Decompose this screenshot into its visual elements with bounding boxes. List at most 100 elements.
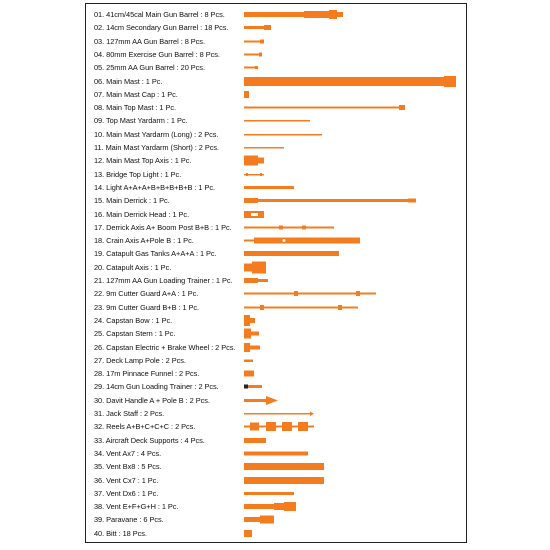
part-row: 29. 14cm Gun Loading Trainer : 2 Pcs. — [94, 380, 468, 393]
part-row: 01. 41cm/45cal Main Gun Barrel : 8 Pcs. — [94, 8, 468, 21]
part-label: 39. Paravane : 6 Pcs. — [94, 515, 164, 525]
part-label: 17. Derrick Axis A+ Boom Post B+B : 1 Pc… — [94, 222, 232, 232]
main-gun-barrel-drawing — [244, 10, 343, 19]
part-label: 16. Main Derrick Head : 1 Pc. — [94, 209, 190, 219]
catapult-axis-drawing — [244, 261, 266, 274]
capstan-bow-drawing — [244, 314, 255, 326]
part-label: 08. Main Top Mast : 1 Pc. — [94, 103, 177, 113]
cutter-guard-b-drawing — [244, 304, 358, 310]
part-row: 13. Bridge Top Light : 1 Pc. — [94, 168, 468, 181]
part-label: 22. 9m Cutter Guard A+A : 1 Pc. — [94, 289, 199, 299]
part-row: 37. Vent Dx6 : 1 Pc. — [94, 487, 468, 500]
yardarm-short-drawing — [244, 147, 284, 149]
part-label: 09. Top Mast Yardarm : 1 Pc. — [94, 116, 188, 126]
main-derrick-drawing — [244, 198, 416, 204]
part-row: 09. Top Mast Yardarm : 1 Pc. — [94, 114, 468, 127]
part-row: 23. 9m Cutter Guard B+B : 1 Pc. — [94, 301, 468, 314]
davit-handle-drawing — [244, 395, 278, 405]
main-mast-cap-drawing — [244, 90, 249, 98]
part-row: 02. 14cm Secondary Gun Barrel : 18 Pcs. — [94, 21, 468, 34]
vent-d-drawing — [244, 491, 294, 495]
part-row: 27. Deck Lamp Pole : 2 Pcs. — [94, 354, 468, 367]
part-row: 08. Main Top Mast : 1 Pc. — [94, 101, 468, 114]
part-row: 03. 127mm AA Gun Barrel : 8 Pcs. — [94, 35, 468, 48]
bitt-drawing — [244, 529, 252, 537]
part-label: 02. 14cm Secondary Gun Barrel : 18 Pcs. — [94, 23, 229, 33]
part-label: 04. 80mm Exercise Gun Barrel : 8 Pcs. — [94, 49, 220, 59]
part-row: 06. Main Mast : 1 Pc. — [94, 75, 468, 88]
part-row: 11. Main Mast Yardarm (Short) : 2 Pcs. — [94, 141, 468, 154]
main-top-mast-drawing — [244, 105, 405, 111]
part-label: 26. Capstan Electric + Brake Wheel : 2 P… — [94, 342, 236, 352]
part-row: 28. 17m Pinnace Funnel : 2 Pcs. — [94, 367, 468, 380]
part-row: 24. Capstan Bow : 1 Pc. — [94, 314, 468, 327]
pinnace-funnel-drawing — [244, 370, 254, 377]
part-row: 25. Capstan Stern : 1 Pc. — [94, 327, 468, 340]
yardarm-long-drawing — [244, 133, 322, 136]
part-label: 23. 9m Cutter Guard B+B : 1 Pc. — [94, 302, 200, 312]
loading-trainer-drawing — [244, 278, 268, 283]
cutter-guard-a-drawing — [244, 291, 376, 297]
part-row: 20. Catapult Axis : 1 Pc. — [94, 261, 468, 274]
vent-b-drawing — [244, 463, 324, 471]
part-label: 06. Main Mast : 1 Pc. — [94, 76, 163, 86]
top-mast-yardarm-drawing — [244, 120, 310, 122]
mast-top-axis-drawing — [244, 155, 264, 166]
part-row: 32. Reels A+B+C+C+C : 2 Pcs. — [94, 420, 468, 433]
aa-gun-barrel-drawing — [244, 39, 264, 44]
part-label: 07. Main Mast Cap : 1 Pc. — [94, 89, 178, 99]
jack-staff-drawing — [244, 411, 314, 416]
part-label: 01. 41cm/45cal Main Gun Barrel : 8 Pcs. — [94, 10, 225, 19]
gun-trainer-drawing — [244, 384, 262, 389]
derrick-head-drawing — [244, 210, 264, 218]
part-row: 14. Light A+A+A+B+B+B+B+B : 1 Pc. — [94, 181, 468, 194]
part-label: 10. Main Mast Yardarm (Long) : 2 Pcs. — [94, 129, 219, 139]
capstan-electric-drawing — [244, 342, 260, 352]
part-row: 17. Derrick Axis A+ Boom Post B+B : 1 Pc… — [94, 221, 468, 234]
part-label: 18. Crain Axis A+Pole B : 1 Pc. — [94, 236, 194, 246]
part-label: 03. 127mm AA Gun Barrel : 8 Pcs. — [94, 36, 205, 46]
part-row: 38. Vent E+F+G+H : 1 Pc. — [94, 500, 468, 513]
part-label: 05. 25mm AA Gun Barrel : 20 Pcs. — [94, 63, 205, 73]
part-label: 20. Catapult Axis : 1 Pc. — [94, 262, 172, 272]
part-row: 10. Main Mast Yardarm (Long) : 2 Pcs. — [94, 128, 468, 141]
part-label: 25. Capstan Stern : 1 Pc. — [94, 329, 176, 339]
part-label: 37. Vent Dx6 : 1 Pc. — [94, 488, 159, 498]
part-row: 15. Main Derrick : 1 Pc. — [94, 194, 468, 207]
part-row: 05. 25mm AA Gun Barrel : 20 Pcs. — [94, 61, 468, 74]
capstan-stern-drawing — [244, 328, 259, 339]
part-label: 40. Bitt : 18 Pcs. — [94, 528, 147, 538]
light-set-drawing — [244, 185, 294, 189]
part-row: 33. Aircraft Deck Supports : 4 Pcs. — [94, 434, 468, 447]
part-label: 33. Aircraft Deck Supports : 4 Pcs. — [94, 435, 205, 445]
part-row: 12. Main Mast Top Axis : 1 Pc. — [94, 154, 468, 167]
part-label: 21. 127mm AA Gun Loading Trainer : 1 Pc. — [94, 276, 233, 285]
part-label: 29. 14cm Gun Loading Trainer : 2 Pcs. — [94, 382, 219, 392]
part-label: 15. Main Derrick : 1 Pc. — [94, 196, 170, 206]
part-label: 31. Jack Staff : 2 Pcs. — [94, 409, 165, 418]
crain-axis-drawing — [244, 237, 360, 244]
part-row: 07. Main Mast Cap : 1 Pc. — [94, 88, 468, 101]
part-row: 35. Vent Bx8 : 5 Pcs. — [94, 460, 468, 473]
part-row: 22. 9m Cutter Guard A+A : 1 Pc. — [94, 287, 468, 300]
paravane-drawing — [244, 515, 274, 524]
part-label: 28. 17m Pinnace Funnel : 2 Pcs. — [94, 369, 200, 379]
vent-a-drawing — [244, 451, 308, 456]
part-label: 36. Vent Cx7 : 1 Pc. — [94, 475, 159, 485]
part-label: 30. Davit Handle A + Pole B : 2 Pcs. — [94, 395, 210, 405]
part-label: 19. Catapult Gas Tanks A+A+A : 1 Pc. — [94, 249, 217, 259]
part-label: 34. Vent Ax7 : 4 Pcs. — [94, 448, 162, 458]
gas-tanks-drawing — [244, 251, 339, 257]
25mm-gun-barrel-drawing — [244, 66, 258, 70]
part-row: 18. Crain Axis A+Pole B : 1 Pc. — [94, 234, 468, 247]
part-row: 39. Paravane : 6 Pcs. — [94, 513, 468, 526]
part-row: 40. Bitt : 18 Pcs. — [94, 527, 468, 540]
part-label: 32. Reels A+B+C+C+C : 2 Pcs. — [94, 422, 196, 432]
part-label: 35. Vent Bx8 : 5 Pcs. — [94, 462, 162, 472]
part-label: 38. Vent E+F+G+H : 1 Pc. — [94, 502, 179, 512]
part-row: 34. Vent Ax7 : 4 Pcs. — [94, 447, 468, 460]
part-label: 12. Main Mast Top Axis : 1 Pc. — [94, 156, 192, 166]
part-row: 26. Capstan Electric + Brake Wheel : 2 P… — [94, 341, 468, 354]
part-row: 21. 127mm AA Gun Loading Trainer : 1 Pc. — [94, 274, 468, 287]
part-row: 30. Davit Handle A + Pole B : 2 Pcs. — [94, 394, 468, 407]
